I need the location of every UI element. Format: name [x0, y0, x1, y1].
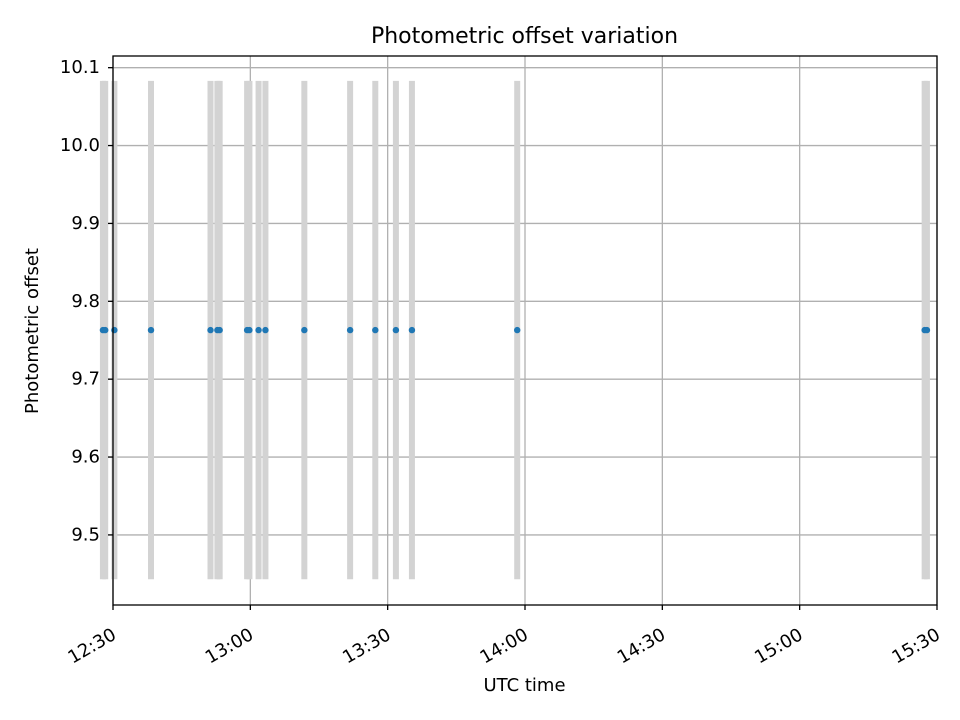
- data-point: [392, 326, 400, 334]
- data-point: [111, 326, 118, 334]
- x-tick-label: 13:30: [339, 624, 394, 668]
- data-point: [102, 326, 109, 334]
- y-tick-label: 9.7: [71, 369, 100, 390]
- data-point: [216, 326, 223, 334]
- y-tick-label: 9.6: [71, 447, 100, 468]
- x-axis-label: UTC time: [483, 675, 565, 696]
- data-point: [923, 326, 931, 334]
- y-axis-ticks: 9.5 9.6 9.7 9.8 9.9 10.0 10.1: [60, 57, 113, 545]
- data-point: [346, 326, 354, 334]
- y-axis-label: Photometric offset: [22, 248, 43, 414]
- data-point: [408, 326, 416, 334]
- grid-lines: [112, 56, 938, 605]
- y-tick-label: 10.1: [60, 57, 100, 78]
- y-tick-label: 9.9: [71, 213, 100, 234]
- y-tick-label: 9.5: [71, 524, 100, 545]
- data-point: [207, 326, 214, 334]
- chart-title: Photometric offset variation: [371, 24, 678, 49]
- data-point: [372, 326, 379, 334]
- x-tick-label: 12:30: [64, 624, 119, 668]
- data-point: [255, 326, 262, 334]
- data-point: [301, 326, 308, 334]
- x-tick-label: 15:00: [751, 624, 806, 668]
- x-tick-label: 15:30: [888, 624, 943, 668]
- x-tick-label: 14:30: [614, 624, 669, 668]
- x-tick-label: 13:00: [202, 624, 257, 668]
- data-point: [514, 326, 521, 334]
- y-tick-label: 10.0: [60, 135, 100, 156]
- x-axis-ticks: 12:30 13:00 13:30 14:00 14:30 15:00 15:30: [64, 605, 944, 668]
- y-tick-label: 9.8: [71, 291, 100, 312]
- x-tick-label: 14:00: [476, 624, 531, 668]
- data-point: [147, 326, 155, 334]
- data-points: [99, 326, 931, 334]
- data-point: [246, 326, 253, 334]
- data-point: [262, 326, 269, 334]
